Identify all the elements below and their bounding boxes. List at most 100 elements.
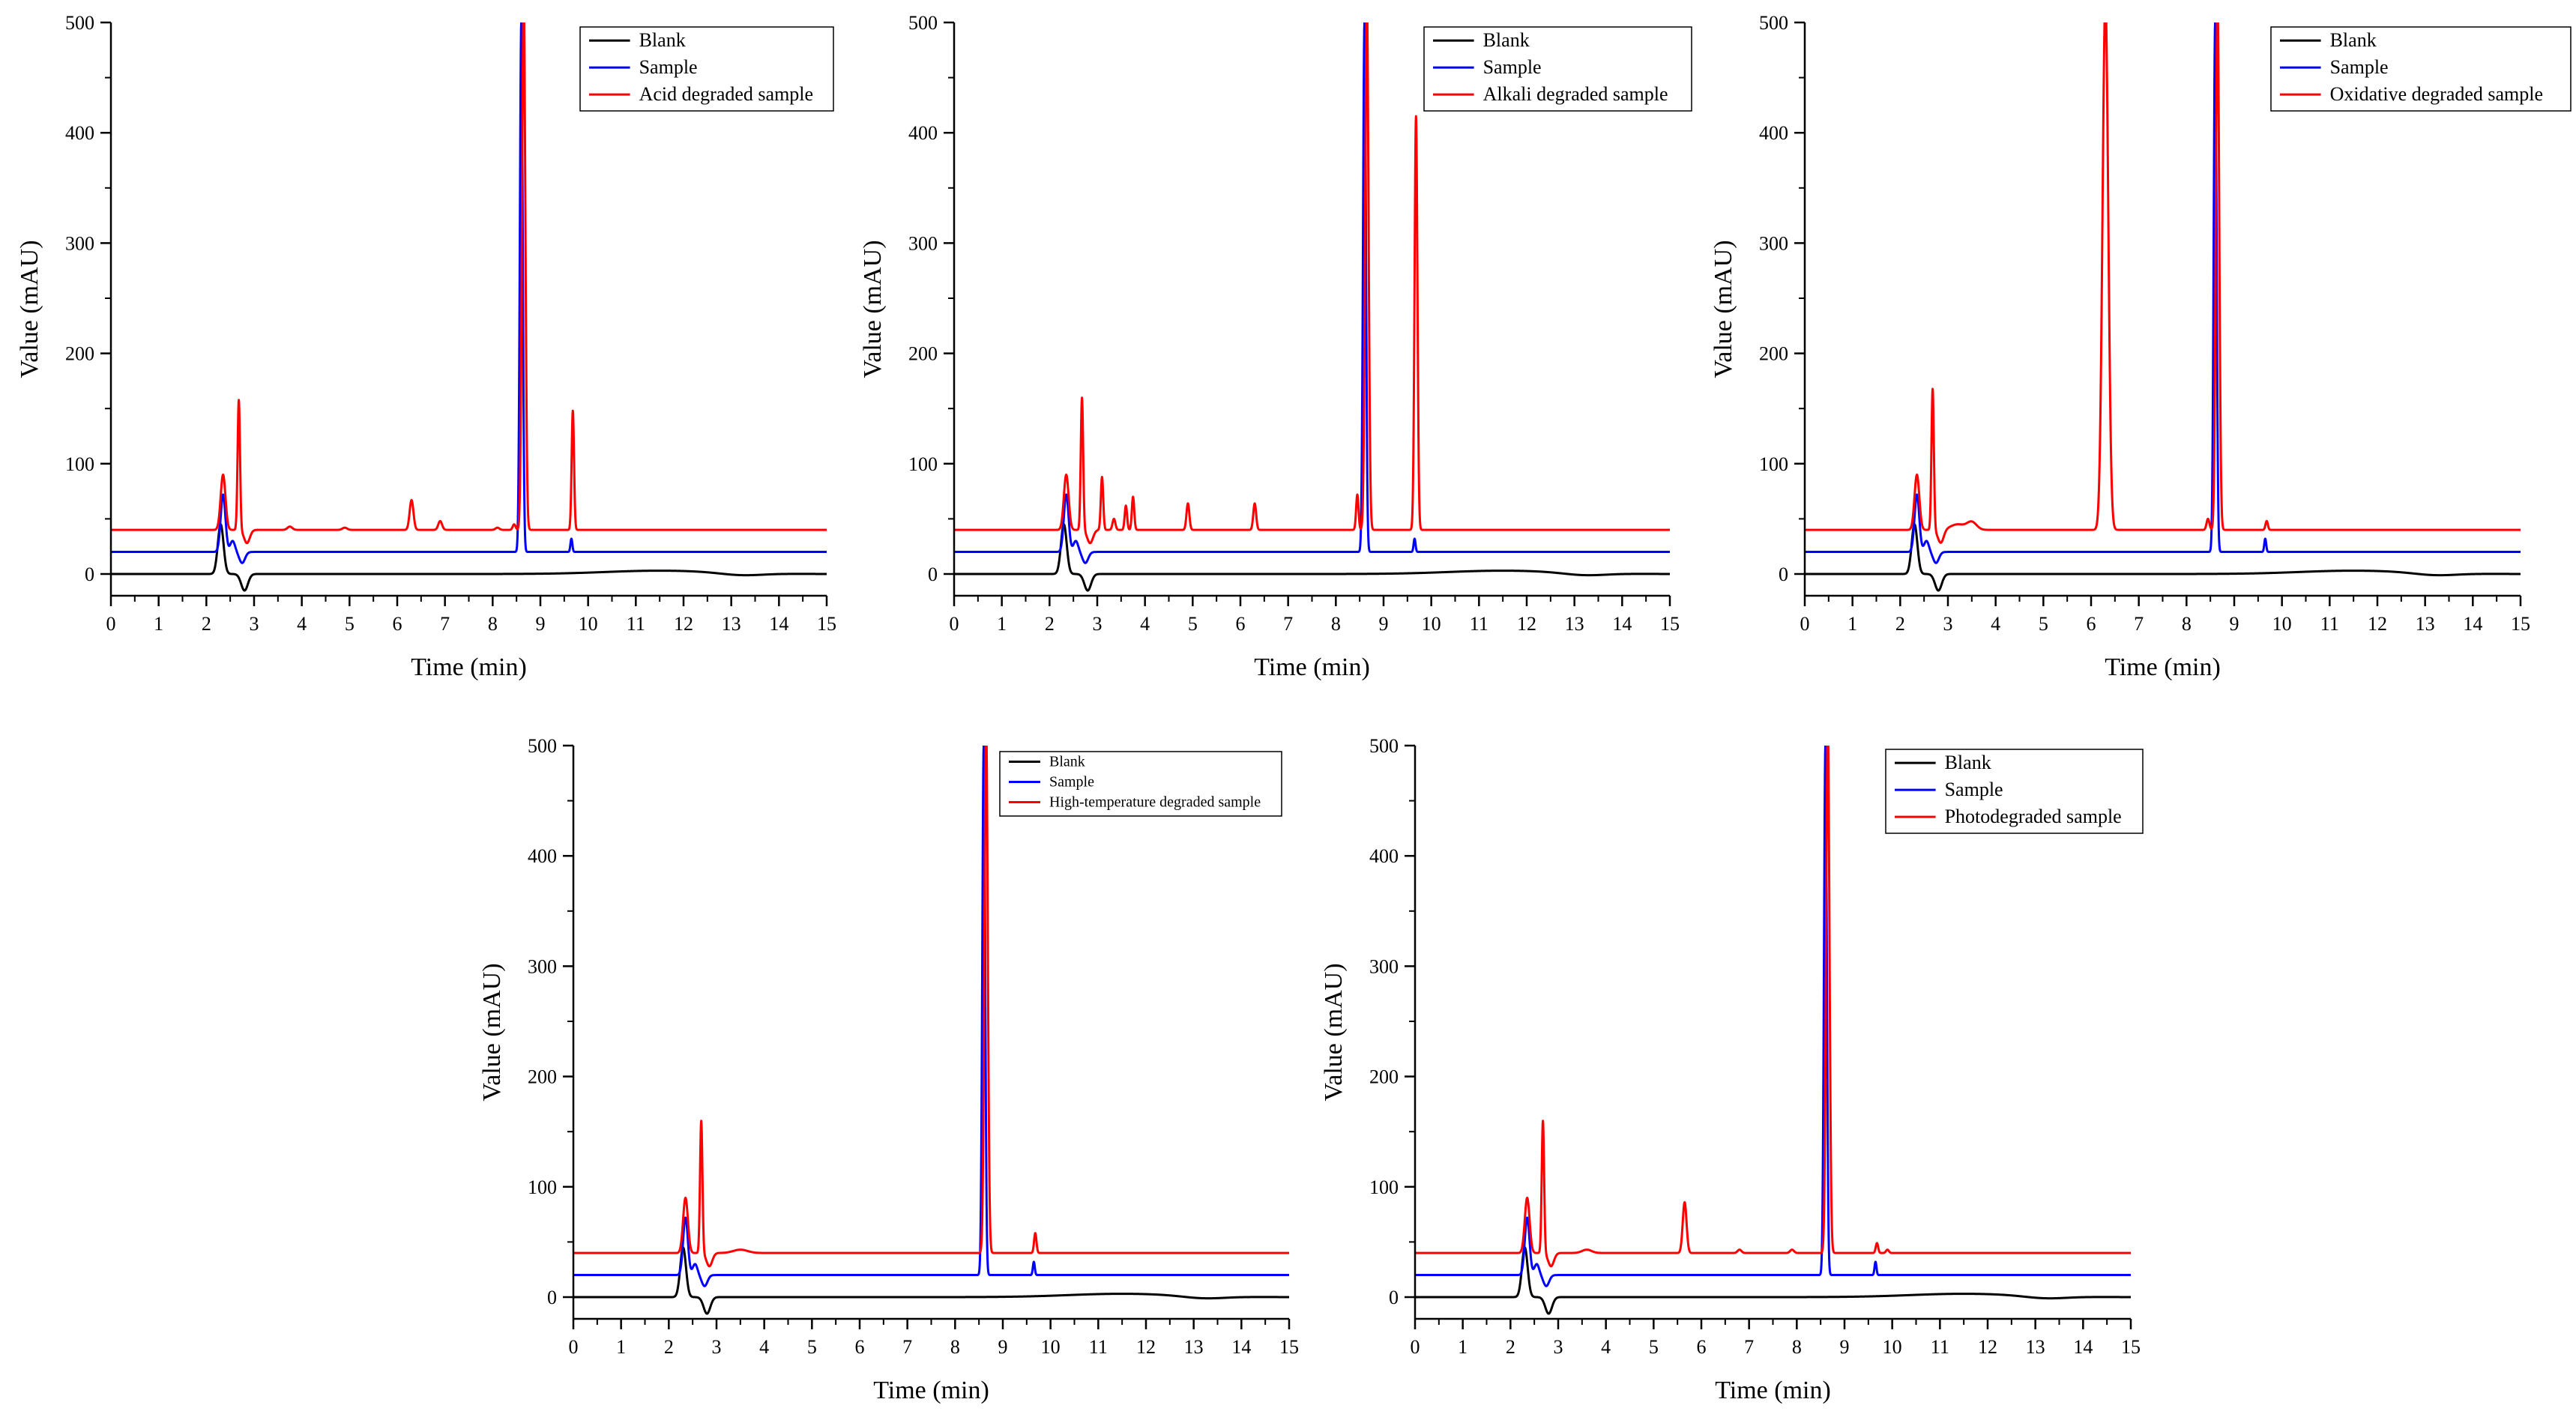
x-tick-label: 11 (1931, 1336, 1949, 1358)
x-tick-label: 10 (1041, 1336, 1061, 1358)
x-axis-title: Time (min) (411, 653, 527, 681)
x-tick-label: 9 (2230, 613, 2239, 635)
y-tick-label: 100 (1759, 453, 1788, 475)
legend-label: Oxidative degraded sample (2330, 83, 2543, 105)
x-tick-label: 3 (1554, 1336, 1563, 1358)
x-tick-label: 2 (1506, 1336, 1515, 1358)
y-axis-title: Value (mAU) (478, 963, 506, 1101)
y-tick-label: 100 (1369, 1176, 1399, 1198)
x-tick-label: 7 (2134, 613, 2144, 635)
series-line-blank (573, 1246, 1289, 1315)
y-tick-label: 200 (908, 343, 938, 365)
y-tick-label: 0 (547, 1287, 557, 1308)
x-axis-title: Time (min) (1715, 1377, 1831, 1404)
x-tick-label: 9 (1379, 613, 1389, 635)
legend-box (2270, 26, 2572, 112)
y-tick-label: 500 (1759, 12, 1788, 34)
x-tick-label: 2 (664, 1336, 674, 1358)
x-tick-label: 3 (1093, 613, 1103, 635)
x-tick-label: 13 (2026, 1336, 2045, 1358)
x-tick-label: 0 (569, 1336, 579, 1358)
x-tick-label: 5 (2039, 613, 2048, 635)
x-tick-label: 10 (579, 613, 598, 635)
x-tick-label: 5 (345, 613, 355, 635)
x-tick-label: 11 (1470, 613, 1488, 635)
x-tick-label: 6 (1236, 613, 1246, 635)
x-tick-label: 2 (1045, 613, 1055, 635)
x-tick-label: 1 (154, 613, 163, 635)
x-tick-label: 15 (817, 613, 836, 635)
x-tick-label: 14 (769, 613, 788, 635)
x-tick-label: 7 (1744, 1336, 1754, 1358)
x-tick-label: 14 (2463, 613, 2482, 635)
x-tick-label: 7 (1283, 613, 1293, 635)
y-tick-label: 300 (65, 232, 94, 254)
y-axis-title: Value (mAU) (1320, 963, 1348, 1101)
y-tick-label: 100 (908, 453, 938, 475)
x-tick-label: 7 (902, 1336, 912, 1358)
legend: Blank Sample Acid degraded sample (579, 26, 834, 112)
x-tick-label: 8 (1331, 613, 1341, 635)
x-tick-label: 14 (2073, 1336, 2093, 1358)
x-tick-label: 0 (1411, 1336, 1420, 1358)
legend: Blank Sample Photodegraded sample (1885, 749, 2144, 834)
series-line-sample (1415, 746, 2131, 1287)
x-tick-label: 6 (1697, 1336, 1707, 1358)
x-tick-label: 9 (998, 1336, 1008, 1358)
series-line-sample (573, 746, 1289, 1287)
x-tick-label: 12 (2368, 613, 2387, 635)
y-tick-label: 400 (908, 122, 938, 144)
x-tick-label: 1 (1458, 1336, 1468, 1358)
x-tick-label: 8 (488, 613, 498, 635)
legend-label: Blank (639, 29, 686, 51)
legend-label: Sample (1049, 773, 1094, 790)
series-line-high-temperature-degraded-sample (573, 746, 1289, 1268)
series-line-blank (1415, 1246, 2131, 1315)
x-tick-label: 6 (393, 613, 402, 635)
x-tick-label: 14 (1612, 613, 1632, 635)
series-line-acid-degraded-sample (111, 22, 827, 545)
series-line-sample (111, 22, 827, 564)
y-tick-label: 200 (65, 343, 94, 365)
legend-label: Acid degraded sample (639, 83, 813, 105)
y-tick-label: 100 (528, 1176, 557, 1198)
x-tick-label: 1 (616, 1336, 626, 1358)
x-tick-label: 12 (674, 613, 693, 635)
x-tick-label: 9 (536, 613, 546, 635)
x-tick-label: 3 (712, 1336, 722, 1358)
x-axis-title: Time (min) (1254, 653, 1370, 681)
y-tick-label: 300 (528, 955, 557, 977)
y-axis-title: Value (mAU) (1710, 240, 1737, 378)
x-axis-title: Time (min) (873, 1377, 989, 1404)
y-tick-label: 400 (1369, 845, 1399, 867)
x-tick-label: 4 (1991, 613, 2000, 635)
series-line-sample (954, 22, 1670, 564)
y-tick-label: 200 (1369, 1066, 1399, 1088)
legend-label: Blank (1483, 29, 1530, 51)
legend: Blank Sample High-temperature degraded sam… (999, 751, 1282, 817)
x-tick-label: 2 (202, 613, 211, 635)
legend-label: Sample (2330, 56, 2389, 78)
x-tick-label: 3 (1943, 613, 1953, 635)
x-tick-label: 15 (2121, 1336, 2141, 1358)
legend-label: Sample (639, 56, 698, 78)
y-axis-title: Value (mAU) (16, 240, 43, 378)
x-tick-label: 4 (1601, 1336, 1611, 1358)
x-tick-label: 6 (855, 1336, 865, 1358)
y-tick-label: 300 (908, 232, 938, 254)
x-tick-label: 11 (2320, 613, 2339, 635)
x-tick-label: 15 (1279, 1336, 1299, 1358)
x-tick-label: 5 (807, 1336, 817, 1358)
y-tick-label: 500 (1369, 735, 1399, 757)
series-line-alkali-degraded-sample (954, 22, 1670, 545)
x-tick-label: 10 (2272, 613, 2292, 635)
x-tick-label: 12 (1978, 1336, 1997, 1358)
y-tick-label: 0 (1779, 564, 1788, 585)
y-tick-label: 300 (1759, 232, 1788, 254)
y-tick-label: 0 (85, 564, 94, 585)
x-tick-label: 8 (2182, 613, 2192, 635)
